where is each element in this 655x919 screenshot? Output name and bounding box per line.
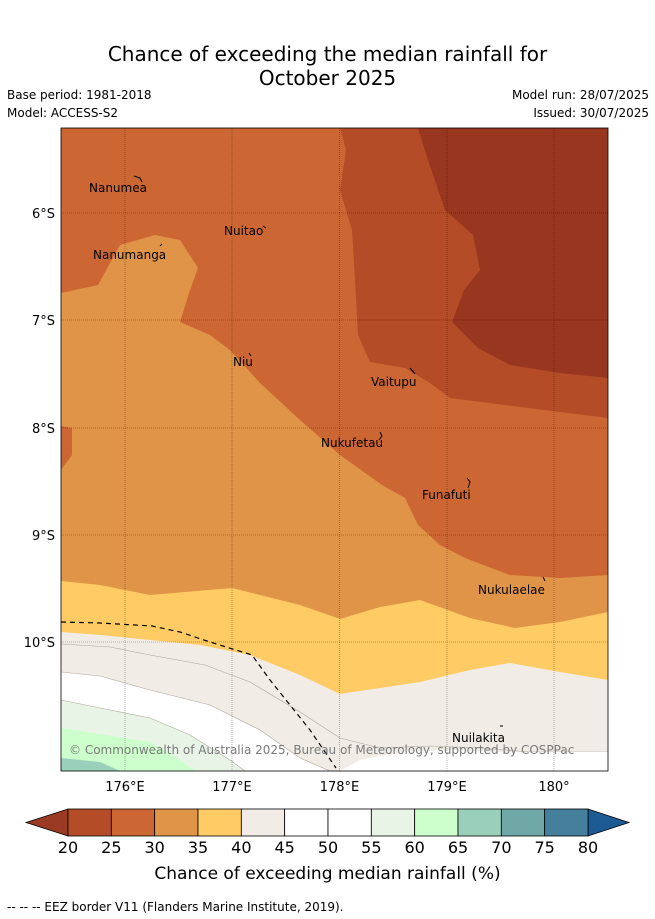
colorbar [24, 808, 631, 837]
base-period: Base period: 1981-2018 [7, 88, 152, 102]
colorbar-tick-label: 35 [188, 838, 208, 857]
lon-label-177e: 177°E [212, 780, 252, 795]
lat-label-8s: 8°S [32, 422, 55, 437]
place-label-nanumea: Nanumea [89, 181, 147, 195]
colorbar-swatch [370, 808, 416, 837]
colorbar-tick-label: 80 [578, 838, 598, 857]
colorbar-high-arrow [587, 808, 631, 837]
lon-label-179e: 179°E [427, 780, 467, 795]
colorbar-swatch [110, 808, 156, 837]
place-label-nukufetau: Nukufetau [321, 436, 383, 450]
colorbar-tick-label: 50 [318, 838, 338, 857]
colorbar-tick-labels: 20 25 30 35 40 45 50 55 60 65 70 75 80 [58, 838, 598, 857]
place-label-nuilakita: Nuilakita [452, 731, 505, 745]
lat-label-6s: 6°S [32, 207, 55, 222]
colorbar-swatch [327, 808, 372, 837]
colorbar-tick-label: 25 [101, 838, 121, 857]
colorbar-swatch [284, 808, 329, 837]
colorbar-tick-label: 60 [404, 838, 424, 857]
map-frame [60, 127, 609, 772]
place-label-niu: Niu [233, 355, 253, 369]
colorbar-swatch [500, 808, 546, 837]
colorbar-tick-label: 30 [144, 838, 164, 857]
place-label-funafuti: Funafuti [422, 488, 471, 502]
colorbar-tick-label: 75 [534, 838, 554, 857]
probability-contours [61, 128, 608, 771]
colorbar-swatch [414, 808, 459, 837]
map-title-line1: Chance of exceeding the median rainfall … [107, 42, 548, 66]
eez-border-line [60, 621, 337, 769]
eez-footnote: -- -- -- EEZ border V11 (Flanders Marine… [7, 900, 344, 914]
lon-label-176e: 176°E [105, 780, 145, 795]
lat-label-9s: 9°S [32, 529, 55, 544]
colorbar-tick-label: 20 [58, 838, 78, 857]
colorbar-swatch [240, 808, 286, 837]
model-run-date: Model run: 28/07/2025 [511, 88, 649, 102]
colorbar-tick-label: 40 [231, 838, 251, 857]
lat-label-10s: 10°S [24, 636, 55, 651]
lon-label-180: 180° [538, 780, 569, 795]
island-outlines [133, 175, 546, 727]
colorbar-tick-label: 55 [361, 838, 381, 857]
colorbar-low-arrow [24, 808, 69, 837]
colorbar-swatch [154, 808, 199, 837]
place-label-vaitupu: Vaitupu [371, 375, 417, 389]
colorbar-label: Chance of exceeding median rainfall (%) [154, 864, 501, 884]
copyright-notice: © Commonwealth of Australia 2025, Bureau… [69, 743, 574, 757]
colorbar-swatch [197, 808, 242, 837]
map-title-line2: October 2025 [258, 66, 397, 90]
colorbar-tick-label: 45 [274, 838, 294, 857]
colorbar-swatch [67, 808, 112, 837]
colorbar-tick-label: 65 [448, 838, 468, 857]
model-name: Model: ACCESS-S2 [7, 106, 119, 120]
place-label-nukulaelae: Nukulaelae [478, 583, 545, 597]
colorbar-swatch [457, 808, 502, 837]
lon-label-178e: 178°E [320, 780, 360, 795]
lat-label-7s: 7°S [32, 314, 55, 329]
place-label-nanumanga: Nanumanga [93, 248, 166, 262]
colorbar-swatch [544, 808, 589, 837]
issued-date: Issued: 30/07/2025 [533, 106, 649, 120]
place-label-nuitao: Nuitao [224, 224, 263, 238]
colorbar-tick-label: 70 [491, 838, 511, 857]
